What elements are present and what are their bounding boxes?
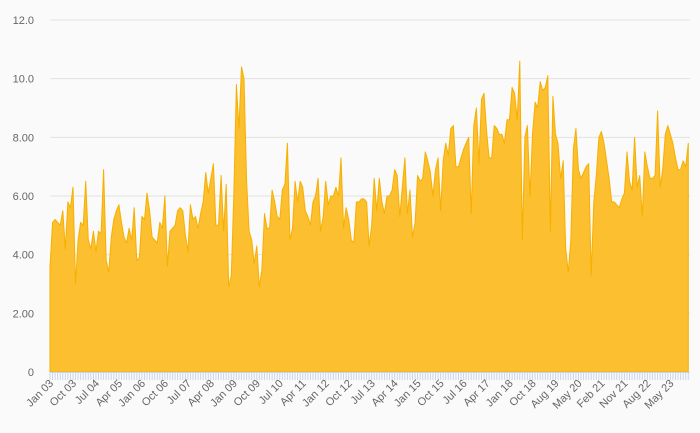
y-axis: 0 2.00 4.00 6.00 8.00 10.0 12.0 — [13, 15, 34, 379]
y-tick-label: 4.00 — [13, 250, 34, 262]
x-tick-label: Oct 03 — [48, 378, 79, 409]
y-tick-label: 12.0 — [13, 15, 34, 27]
x-tick-label: Oct 06 — [140, 378, 171, 409]
y-tick-label: 6.00 — [13, 191, 34, 203]
y-tick-label: 8.00 — [13, 132, 34, 144]
x-axis-ticks — [49, 372, 690, 380]
y-tick-label: 0 — [28, 367, 34, 379]
y-tick-label: 10.0 — [13, 74, 34, 86]
area-series — [49, 60, 689, 373]
x-tick-label: Oct 09 — [232, 378, 263, 409]
y-tick-label: 2.00 — [13, 308, 34, 320]
x-tick-label: Oct 12 — [323, 378, 354, 409]
x-tick-label: Oct 15 — [415, 378, 446, 409]
